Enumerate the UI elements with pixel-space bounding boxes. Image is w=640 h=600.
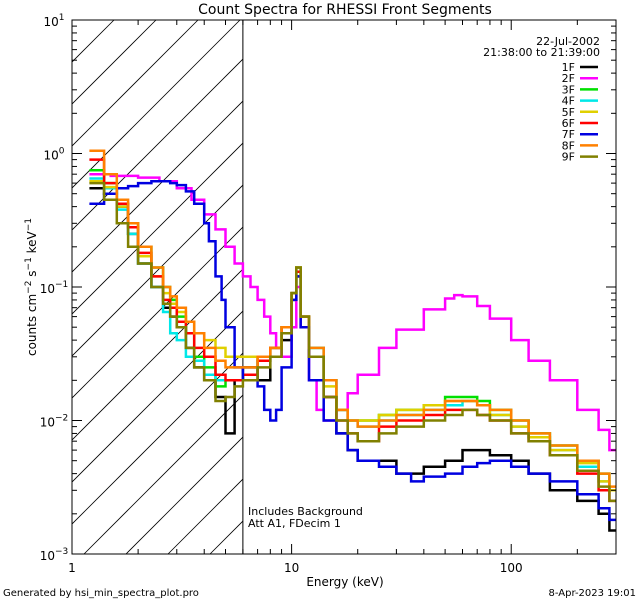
hatch-line	[83, 394, 243, 554]
y-label-exp2: −1	[24, 257, 34, 270]
y-tick-label: 100	[43, 147, 64, 163]
x-tick-label: 10	[284, 561, 299, 575]
hatch-line	[72, 20, 241, 189]
legend-label-6f: 6F	[562, 117, 575, 130]
hatch-line	[72, 100, 243, 273]
hatch-line	[72, 226, 243, 399]
series-line-1f	[89, 186, 616, 532]
hatch-line	[72, 352, 243, 525]
date-label: 22-Jul-2002	[536, 35, 600, 48]
hatch-line	[72, 20, 199, 147]
y-label-mid: s	[25, 270, 39, 280]
y-axis-label: counts cm−2 s−1 keV−1	[24, 218, 39, 356]
y-tick-label: 10−2	[40, 414, 69, 430]
hatch-line	[72, 58, 243, 231]
legend-label-9f: 9F	[562, 151, 575, 164]
legend-label-1f: 1F	[562, 61, 575, 74]
series-line-7f	[89, 179, 616, 522]
legend-label-2f: 2F	[562, 72, 575, 85]
legend-label-4f: 4F	[562, 95, 575, 108]
series-line-4f	[89, 177, 616, 492]
y-label-base: counts cm	[25, 294, 39, 356]
y-label-end: keV	[25, 230, 39, 257]
footer-generator: Generated by hsi_min_spectra_plot.pro	[3, 588, 199, 599]
background-hatch-region	[72, 20, 243, 554]
series-layer	[89, 149, 616, 532]
series-line-5f	[89, 179, 616, 492]
y-tick-label: 10−3	[40, 547, 69, 563]
y-tick-label: 10−1	[40, 280, 69, 296]
legend-label-3f: 3F	[562, 83, 575, 96]
hatch-line	[72, 142, 243, 315]
axis-ticks: 1 10 100 10−3 10−2 10−1 100 101	[40, 13, 617, 575]
hatch-line	[72, 310, 243, 483]
x-tick-label: 100	[500, 561, 523, 575]
annotation-attenuator: Att A1, FDecim 1	[248, 517, 341, 530]
y-tick-label: 101	[43, 13, 64, 29]
hatch-line	[72, 268, 243, 441]
y-label-exp1: −2	[24, 281, 34, 294]
legend-label-7f: 7F	[562, 128, 575, 141]
hatch-line	[72, 184, 243, 357]
legend-label-8f: 8F	[562, 139, 575, 152]
chart-title: Count Spectra for RHESSI Front Segments	[198, 2, 492, 18]
time-range-label: 21:38:00 to 21:39:00	[483, 46, 600, 59]
x-tick-label: 1	[68, 561, 76, 575]
series-line-9f	[89, 181, 616, 503]
y-label-exp3: −1	[24, 218, 34, 231]
x-axis-label: Energy (keV)	[306, 575, 383, 589]
annotation-background: Includes Background	[248, 505, 363, 518]
footer-timestamp: 8-Apr-2023 19:01	[549, 588, 636, 599]
legend-label-5f: 5F	[562, 106, 575, 119]
hatch-line	[125, 436, 243, 554]
